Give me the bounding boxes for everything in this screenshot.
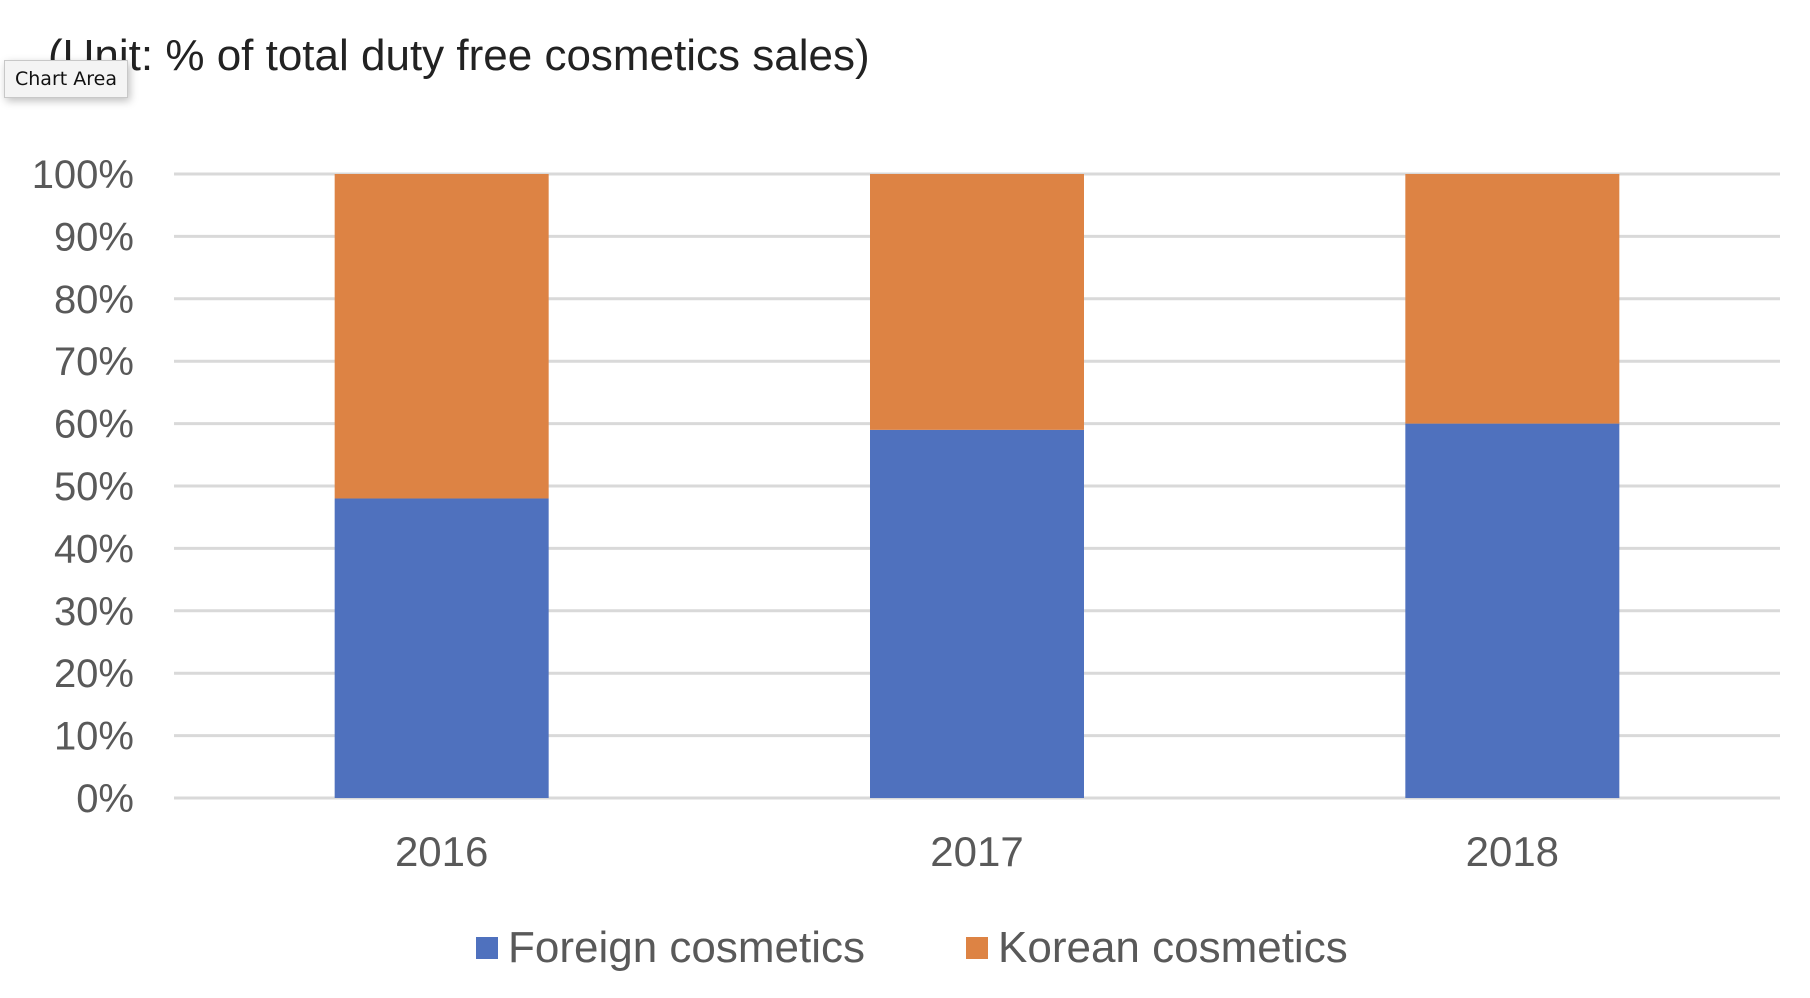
bar-2016-series-1[interactable] <box>334 174 549 499</box>
legend-label: Korean cosmetics <box>998 923 1348 972</box>
bar-2016-series-0[interactable] <box>334 498 549 798</box>
y-tick-label: 0% <box>76 777 134 821</box>
bar-2018-series-0[interactable] <box>1405 423 1620 798</box>
y-tick-label: 10% <box>54 715 134 759</box>
bar-2017-series-1[interactable] <box>870 174 1084 430</box>
x-tick-label: 2018 <box>1466 828 1559 875</box>
x-axis-ticks: 2016 2017 2018 <box>395 828 1559 875</box>
y-tick-label: 50% <box>54 465 134 509</box>
bar-2018-series-1[interactable] <box>1405 174 1620 424</box>
x-tick-label: 2016 <box>395 828 488 875</box>
y-tick-label: 60% <box>54 403 134 447</box>
bar-2017-series-0[interactable] <box>870 429 1084 798</box>
bars[interactable] <box>334 174 1620 798</box>
chart-subtitle: (Unit: % of total duty free cosmetics sa… <box>48 31 870 80</box>
legend-label: Foreign cosmetics <box>508 923 865 972</box>
y-tick-label: 90% <box>54 215 134 259</box>
legend: Foreign cosmetics Korean cosmetics <box>476 923 1348 972</box>
chart-area-tooltip: Chart Area <box>4 60 128 98</box>
y-tick-label: 20% <box>54 652 134 696</box>
y-tick-label: 100% <box>32 153 134 197</box>
legend-swatch <box>476 937 498 959</box>
y-tick-label: 40% <box>54 527 134 571</box>
y-tick-label: 70% <box>54 340 134 384</box>
legend-swatch <box>966 937 988 959</box>
y-tick-label: 30% <box>54 590 134 634</box>
x-tick-label: 2017 <box>930 828 1023 875</box>
y-tick-label: 80% <box>54 278 134 322</box>
y-axis-ticks: 0% 10% 20% 30% 40% 50% 60% 70% 80% 90% 100% <box>32 153 134 821</box>
